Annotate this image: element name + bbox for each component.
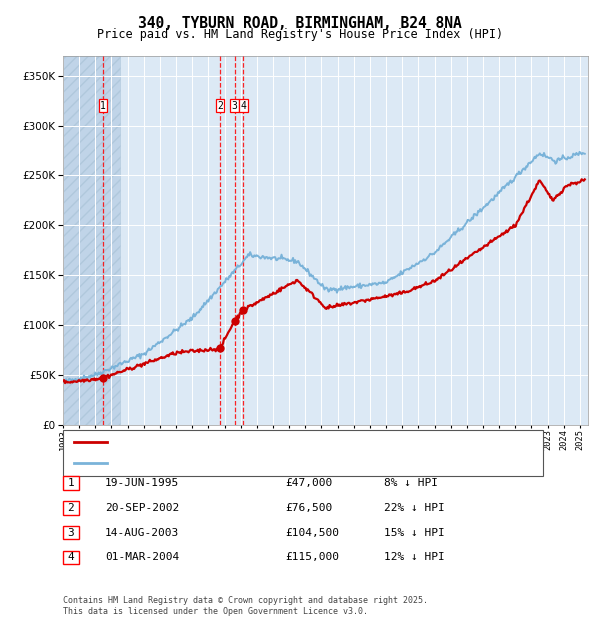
Text: 19-JUN-1995: 19-JUN-1995 [105,478,179,488]
Text: 340, TYBURN ROAD, BIRMINGHAM, B24 8NA: 340, TYBURN ROAD, BIRMINGHAM, B24 8NA [138,16,462,30]
Text: Contains HM Land Registry data © Crown copyright and database right 2025.: Contains HM Land Registry data © Crown c… [63,596,428,604]
Text: 340, TYBURN ROAD, BIRMINGHAM, B24 8NA (semi-detached house): 340, TYBURN ROAD, BIRMINGHAM, B24 8NA (s… [113,437,460,447]
Text: 01-MAR-2004: 01-MAR-2004 [105,552,179,562]
Text: 3: 3 [232,100,238,110]
Text: 2: 2 [217,100,223,110]
Text: £104,500: £104,500 [285,528,339,538]
Text: £115,000: £115,000 [285,552,339,562]
Text: 8% ↓ HPI: 8% ↓ HPI [384,478,438,488]
Text: 3: 3 [67,528,74,538]
Text: 4: 4 [241,100,247,110]
Text: 4: 4 [67,552,74,562]
Text: HPI: Average price, semi-detached house, Birmingham: HPI: Average price, semi-detached house,… [113,458,412,468]
Text: 1: 1 [100,100,106,110]
Text: This data is licensed under the Open Government Licence v3.0.: This data is licensed under the Open Gov… [63,607,368,616]
Text: 15% ↓ HPI: 15% ↓ HPI [384,528,445,538]
Text: 20-SEP-2002: 20-SEP-2002 [105,503,179,513]
Text: 14-AUG-2003: 14-AUG-2003 [105,528,179,538]
Text: 12% ↓ HPI: 12% ↓ HPI [384,552,445,562]
Text: 2: 2 [67,503,74,513]
Text: £47,000: £47,000 [285,478,332,488]
Text: Price paid vs. HM Land Registry's House Price Index (HPI): Price paid vs. HM Land Registry's House … [97,28,503,41]
Text: £76,500: £76,500 [285,503,332,513]
Bar [63,56,119,425]
Text: 22% ↓ HPI: 22% ↓ HPI [384,503,445,513]
Text: 1: 1 [67,478,74,488]
